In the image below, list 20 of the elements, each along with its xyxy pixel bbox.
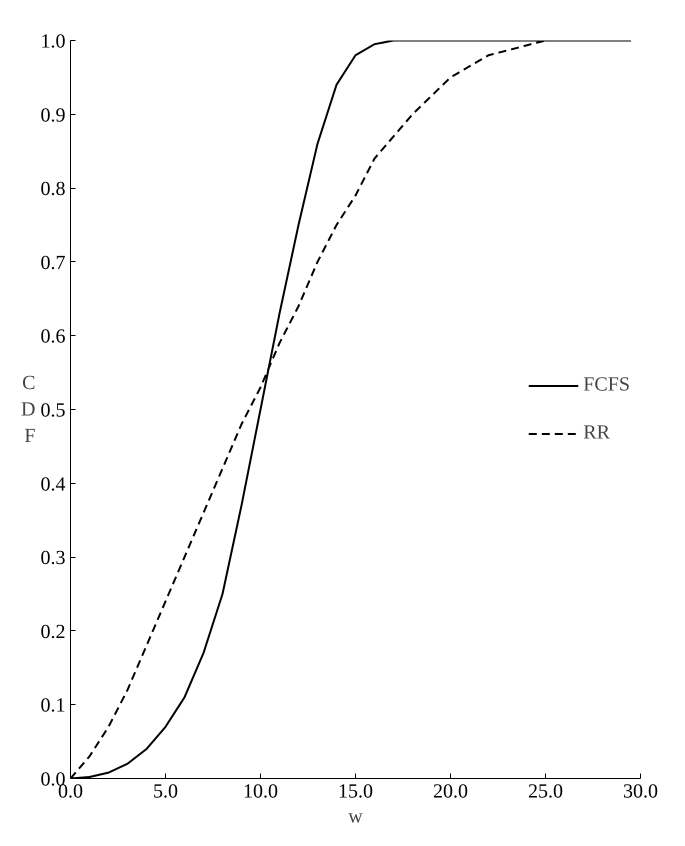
x-tick-label: 5.0 — [153, 780, 178, 802]
legend-label: RR — [583, 422, 610, 444]
y-tick-label: 0.4 — [40, 473, 66, 496]
legend-label: FCFS — [583, 374, 630, 396]
y-tick-label: 0.6 — [40, 326, 66, 348]
y-tick-label: 0.7 — [40, 252, 66, 274]
x-axis-title: w — [348, 806, 364, 828]
x-tick-label: 30.0 — [623, 780, 658, 802]
y-tick-label: 0.5 — [40, 400, 66, 422]
x-tick-label: 10.0 — [243, 780, 278, 802]
x-tick-label: 25.0 — [528, 780, 563, 802]
y-tick-label: 0.3 — [40, 547, 66, 570]
y-tick-label: 1.0 — [40, 30, 66, 52]
x-tick-label: 15.0 — [338, 780, 373, 802]
y-tick-label: 0.9 — [40, 104, 66, 126]
y-tick-label: 0.1 — [40, 694, 66, 717]
y-tick-label: 0.2 — [40, 620, 66, 643]
x-tick-label: 20.0 — [433, 780, 468, 802]
y-tick-label: 0.8 — [40, 178, 66, 200]
y-axis-title: CDF — [21, 372, 36, 447]
